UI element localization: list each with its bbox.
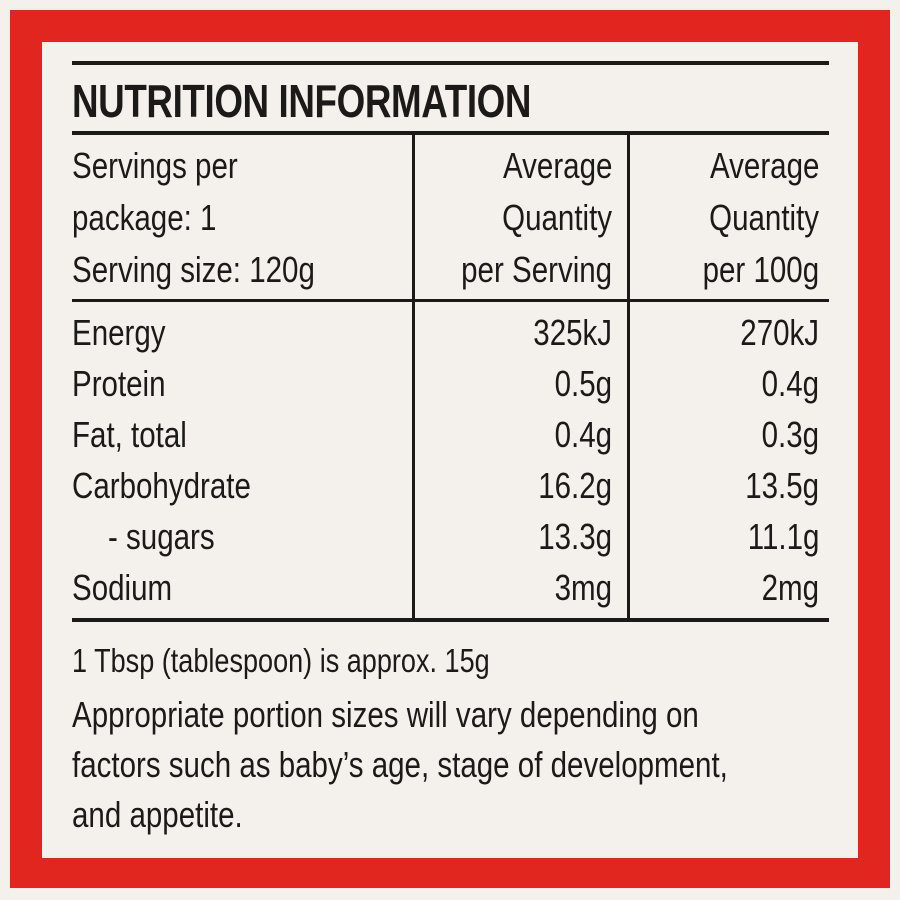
header-line: Average <box>709 145 819 186</box>
nutrient-name: Carbohydrate <box>72 465 251 506</box>
top-rule <box>72 61 829 65</box>
per-100g-value: 13.5g <box>745 465 819 506</box>
portion-note-line-3: and appetite. <box>72 794 243 835</box>
serving-size-line: Serving size: 120g <box>72 249 315 290</box>
per-serving-value: 325kJ <box>533 312 612 353</box>
servings-per-package-line: Servings per <box>72 145 238 186</box>
header-line: Quantity <box>502 197 612 238</box>
portion-note-line-1: Appropriate portion sizes will vary depe… <box>72 694 699 735</box>
table-bottom-rule <box>72 618 829 622</box>
header-line: Average <box>502 145 612 186</box>
column-divider-1 <box>412 133 415 621</box>
per-100g-value: 0.3g <box>761 414 819 455</box>
column-divider-2 <box>627 133 630 621</box>
nutrient-name: Fat, total <box>72 414 187 455</box>
header-line: per 100g <box>702 249 819 290</box>
per-100g-value: 0.4g <box>761 363 819 404</box>
nutrient-name: Protein <box>72 363 166 404</box>
per-serving-value: 0.4g <box>554 414 612 455</box>
package-count-line: package: 1 <box>72 197 217 238</box>
nutrient-name: Sodium <box>72 567 173 608</box>
per-100g-value: 11.1g <box>747 516 819 557</box>
title-rule <box>72 131 829 135</box>
per-100g-value: 2mg <box>761 567 819 608</box>
header-line: Quantity <box>709 197 819 238</box>
nutrition-panel <box>42 42 858 858</box>
per-serving-value: 3mg <box>554 567 612 608</box>
per-serving-value: 0.5g <box>554 363 612 404</box>
portion-note-line-2: factors such as baby’s age, stage of dev… <box>72 744 728 785</box>
per-serving-value: 13.3g <box>538 516 612 557</box>
nutrient-name: Energy <box>72 312 166 353</box>
page-title: NUTRITION INFORMATION <box>72 75 532 127</box>
tablespoon-note: 1 Tbsp (tablespoon) is approx. 15g <box>72 642 490 679</box>
header-rule <box>72 299 829 302</box>
per-serving-value: 16.2g <box>538 465 612 506</box>
per-100g-value: 270kJ <box>740 312 819 353</box>
header-line: per Serving <box>461 249 612 290</box>
nutrient-name: - sugars <box>108 516 215 557</box>
